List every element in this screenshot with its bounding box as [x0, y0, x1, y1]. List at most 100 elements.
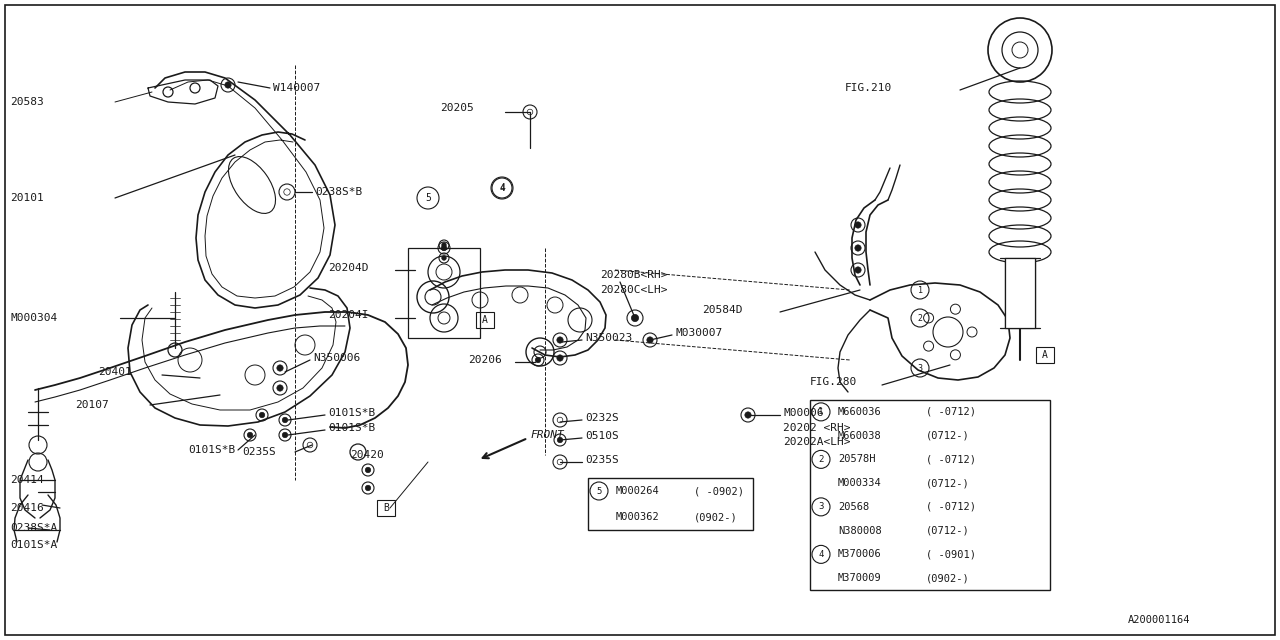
Text: 2: 2 — [918, 314, 923, 323]
Circle shape — [283, 432, 288, 438]
Circle shape — [225, 82, 232, 88]
Text: 4: 4 — [818, 550, 824, 559]
Text: M00006: M00006 — [783, 408, 823, 418]
Text: M000362: M000362 — [616, 512, 659, 522]
Text: 5: 5 — [425, 193, 431, 203]
Circle shape — [442, 256, 447, 260]
Text: 2: 2 — [818, 455, 824, 464]
Text: ( -0712): ( -0712) — [925, 454, 977, 465]
Text: M660036: M660036 — [838, 407, 882, 417]
Text: M000334: M000334 — [838, 478, 882, 488]
Circle shape — [442, 243, 447, 247]
Text: ( -0901): ( -0901) — [925, 549, 977, 559]
Text: 20202 <RH>: 20202 <RH> — [783, 423, 850, 433]
Text: (0712-): (0712-) — [925, 478, 970, 488]
Text: B: B — [383, 503, 389, 513]
Text: ( -0902): ( -0902) — [694, 486, 744, 496]
Text: (0712-): (0712-) — [925, 525, 970, 536]
Bar — [1036, 347, 1053, 363]
Text: 20204D: 20204D — [328, 263, 369, 273]
Text: 3: 3 — [918, 364, 923, 372]
Circle shape — [283, 417, 288, 422]
Text: FIG.280: FIG.280 — [810, 377, 858, 387]
Text: M000304: M000304 — [10, 313, 58, 323]
Text: M370006: M370006 — [838, 549, 882, 559]
Text: 0238S*A: 0238S*A — [10, 523, 58, 533]
Text: 20280B<RH>: 20280B<RH> — [600, 270, 667, 280]
Text: 0235S: 0235S — [242, 447, 275, 457]
Text: 20206: 20206 — [468, 355, 502, 365]
Text: A200001164: A200001164 — [1128, 615, 1190, 625]
Text: 20420: 20420 — [349, 450, 384, 460]
Text: (0902-): (0902-) — [694, 512, 737, 522]
Text: 20401: 20401 — [99, 367, 132, 377]
Bar — [476, 312, 494, 328]
Circle shape — [557, 437, 563, 443]
Text: 0101S*B: 0101S*B — [188, 445, 236, 455]
Text: 20584D: 20584D — [701, 305, 742, 315]
Text: 0232S: 0232S — [585, 413, 618, 423]
Text: 20204I: 20204I — [328, 310, 369, 320]
Text: 4: 4 — [499, 184, 504, 193]
Text: A: A — [483, 315, 488, 325]
Circle shape — [535, 357, 540, 363]
Circle shape — [855, 222, 861, 228]
Text: 0101S*B: 0101S*B — [328, 408, 375, 418]
Text: 20578H: 20578H — [838, 454, 876, 465]
Circle shape — [855, 267, 861, 273]
Text: 3: 3 — [818, 502, 824, 511]
Text: N380008: N380008 — [838, 525, 882, 536]
Text: A: A — [1042, 350, 1048, 360]
Text: 4: 4 — [499, 183, 504, 193]
Text: 0510S: 0510S — [585, 431, 618, 441]
Bar — [408, 248, 480, 338]
Bar — [378, 500, 396, 516]
Circle shape — [260, 412, 265, 418]
Text: 20414: 20414 — [10, 475, 44, 485]
Circle shape — [855, 245, 861, 251]
Circle shape — [442, 245, 447, 251]
Text: N350006: N350006 — [314, 353, 360, 363]
Bar — [810, 400, 1050, 590]
Text: M030007: M030007 — [675, 328, 722, 338]
Circle shape — [1012, 42, 1028, 58]
Text: 5: 5 — [596, 486, 602, 495]
Text: 20583: 20583 — [10, 97, 44, 107]
Text: M000264: M000264 — [616, 486, 659, 496]
Circle shape — [745, 412, 751, 418]
Text: 1: 1 — [818, 408, 824, 417]
Text: ( -0712): ( -0712) — [925, 407, 977, 417]
Text: FIG.210: FIG.210 — [845, 83, 892, 93]
Text: 20205: 20205 — [440, 103, 474, 113]
Bar — [588, 478, 753, 530]
Bar — [1005, 258, 1036, 328]
Circle shape — [557, 355, 563, 361]
Circle shape — [631, 314, 639, 322]
Circle shape — [276, 365, 283, 371]
Text: M660038: M660038 — [838, 431, 882, 440]
Circle shape — [365, 485, 371, 491]
Circle shape — [276, 385, 283, 391]
Text: 0101S*B: 0101S*B — [328, 423, 375, 433]
Text: FRONT: FRONT — [530, 430, 563, 440]
Text: 20202A<LH>: 20202A<LH> — [783, 437, 850, 447]
Circle shape — [365, 467, 371, 473]
Circle shape — [646, 337, 653, 343]
Text: W140007: W140007 — [273, 83, 320, 93]
Circle shape — [247, 432, 252, 438]
Text: 20107: 20107 — [76, 400, 109, 410]
Text: 20101: 20101 — [10, 193, 44, 203]
Text: (0712-): (0712-) — [925, 431, 970, 440]
Text: 0235S: 0235S — [585, 455, 618, 465]
Text: 20280C<LH>: 20280C<LH> — [600, 285, 667, 295]
Text: 0238S*B: 0238S*B — [315, 187, 362, 197]
Text: M370009: M370009 — [838, 573, 882, 583]
Text: ( -0712): ( -0712) — [925, 502, 977, 512]
Circle shape — [557, 337, 563, 343]
Text: (0902-): (0902-) — [925, 573, 970, 583]
Text: 0101S*A: 0101S*A — [10, 540, 58, 550]
Text: N350023: N350023 — [585, 333, 632, 343]
Text: 20416: 20416 — [10, 503, 44, 513]
Text: 20568: 20568 — [838, 502, 869, 512]
Text: 1: 1 — [918, 285, 923, 294]
